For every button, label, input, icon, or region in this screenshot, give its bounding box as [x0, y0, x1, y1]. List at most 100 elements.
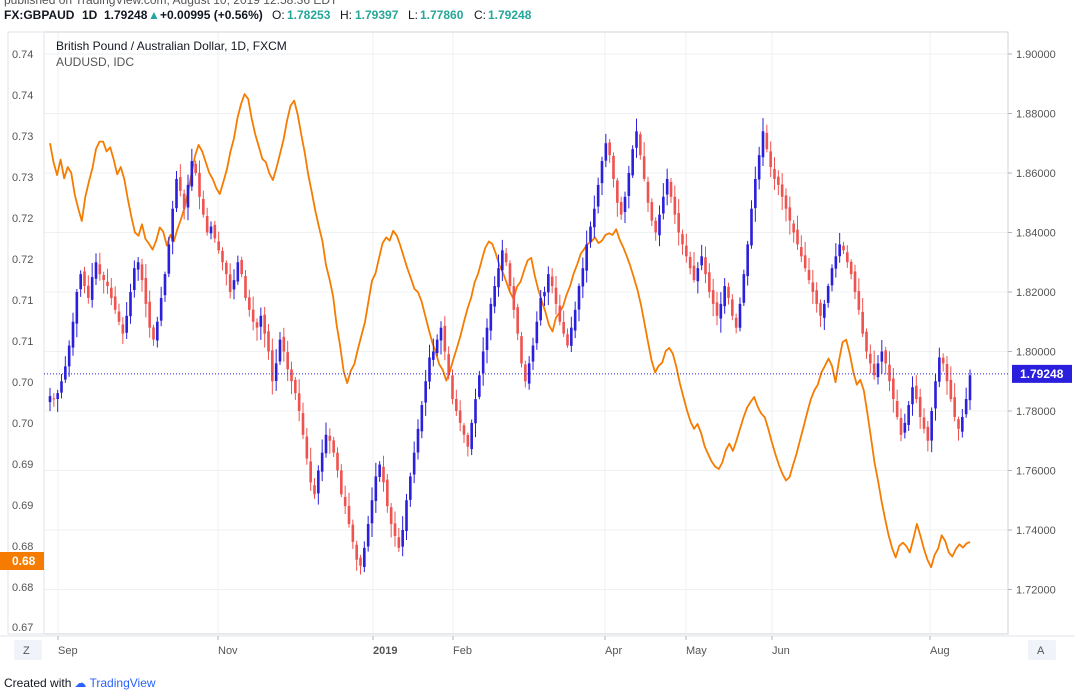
candle-body [175, 178, 178, 209]
left-tick-label: 0.70 [12, 418, 33, 430]
candle-body [861, 311, 864, 334]
zoom-button[interactable] [14, 640, 42, 660]
candle-body [516, 307, 519, 334]
candle-body [888, 364, 891, 382]
candle-body [715, 302, 719, 316]
candle-body [623, 196, 627, 212]
candle-body [458, 410, 462, 423]
candle-body [815, 290, 818, 304]
candle-body [665, 178, 669, 195]
candle-body [83, 271, 86, 287]
candle-body [271, 350, 274, 382]
candle-body [313, 485, 316, 495]
auto-scale-button[interactable] [1028, 640, 1056, 660]
candle-body [892, 378, 895, 400]
candle-body [447, 354, 450, 376]
candle-body [412, 452, 416, 475]
candle-body [64, 366, 67, 380]
candle-body [692, 265, 696, 281]
candle-body [255, 322, 259, 328]
candle-body [593, 208, 596, 228]
left-tick-label: 0.70 [12, 377, 33, 389]
candle-body [489, 303, 493, 331]
candle-body [228, 274, 232, 292]
candle-body [455, 398, 458, 411]
candle-body [811, 282, 815, 292]
candle-body [263, 314, 266, 334]
current-price-badge-label: 1.79248 [1020, 367, 1064, 381]
candle-body [961, 416, 964, 432]
candle-body [286, 352, 289, 370]
candle-body [94, 262, 98, 279]
chart-header: published on TradingView.com, August 10,… [0, 0, 1075, 24]
candle-body [290, 369, 293, 382]
candle-body [512, 286, 516, 310]
candle-body [167, 244, 171, 274]
candle-body [435, 339, 439, 353]
candle-body [462, 425, 466, 435]
candle-body [677, 213, 680, 233]
candle-body [734, 317, 738, 328]
candle-body [397, 537, 401, 548]
candle-body [796, 229, 799, 245]
candle-body [895, 400, 899, 417]
candle-body [282, 336, 286, 352]
right-tick-label: 1.86000 [1016, 168, 1056, 180]
candle-body [405, 500, 408, 531]
candle-body [658, 214, 661, 236]
candle-body [930, 411, 933, 441]
tradingview-logo[interactable]: ☁ TradingView [74, 676, 155, 690]
footer-brand: TradingView [89, 676, 156, 690]
candle-body [71, 321, 75, 348]
candle-body [144, 277, 148, 304]
right-price-axis[interactable]: 1.90000 1.88000 1.86000 1.84000 1.82000 1.800… [1008, 49, 1072, 597]
left-price-axis[interactable]: 0.74 0.74 0.73 0.73 0.72 0.72 0.71 0.71 0.70 0.70… [0, 49, 44, 634]
candle-body [198, 172, 201, 197]
candle-body [213, 224, 217, 239]
candle-body [374, 476, 378, 501]
candle-body [857, 291, 861, 310]
candle-body [846, 252, 849, 263]
candle-body [784, 195, 788, 209]
candle-body [700, 256, 703, 266]
candle-body [723, 286, 726, 307]
price-chart[interactable]: 1.90000 1.88000 1.86000 1.84000 1.82000 1.800… [0, 24, 1075, 670]
candle-body [90, 277, 94, 300]
candle-body [278, 339, 282, 362]
candle-body [343, 496, 347, 507]
candle-body [52, 398, 56, 400]
timeframe[interactable]: 1D [82, 8, 98, 22]
candle-body [585, 244, 588, 271]
candle-body [424, 381, 427, 403]
x-tick-label: Nov [218, 645, 238, 657]
candle-body [918, 396, 922, 417]
candle-body [596, 184, 600, 207]
candle-body [129, 292, 132, 317]
candle-body [140, 264, 144, 281]
ticker-symbol[interactable]: FX:GBPAUD [4, 8, 75, 22]
right-tick-label: 1.88000 [1016, 109, 1056, 121]
candle-body [803, 255, 807, 269]
candle-body [508, 263, 512, 287]
candle-body [957, 419, 960, 429]
candle-body [792, 223, 795, 233]
candle-body [685, 245, 688, 257]
candle-body [232, 280, 236, 290]
candle-body [194, 163, 197, 173]
candle-body [416, 428, 420, 453]
candle-body [650, 202, 654, 221]
left-tick-label: 0.68 [12, 582, 33, 594]
candle-body [363, 547, 366, 568]
left-axis-border [7, 31, 45, 635]
candle-body [121, 324, 125, 334]
candle-body [355, 544, 358, 560]
cloud-icon: ☁ [74, 676, 87, 690]
candle-body [903, 422, 907, 433]
time-axis[interactable]: Sep Nov 2019 Feb Apr May Jun Aug Z A [14, 636, 1056, 660]
high-value: 1.79397 [355, 8, 399, 22]
candle-body [604, 143, 608, 161]
candle-body [853, 271, 857, 292]
candle-body [612, 155, 615, 179]
candle-body [186, 184, 190, 208]
candle-body [746, 244, 749, 277]
